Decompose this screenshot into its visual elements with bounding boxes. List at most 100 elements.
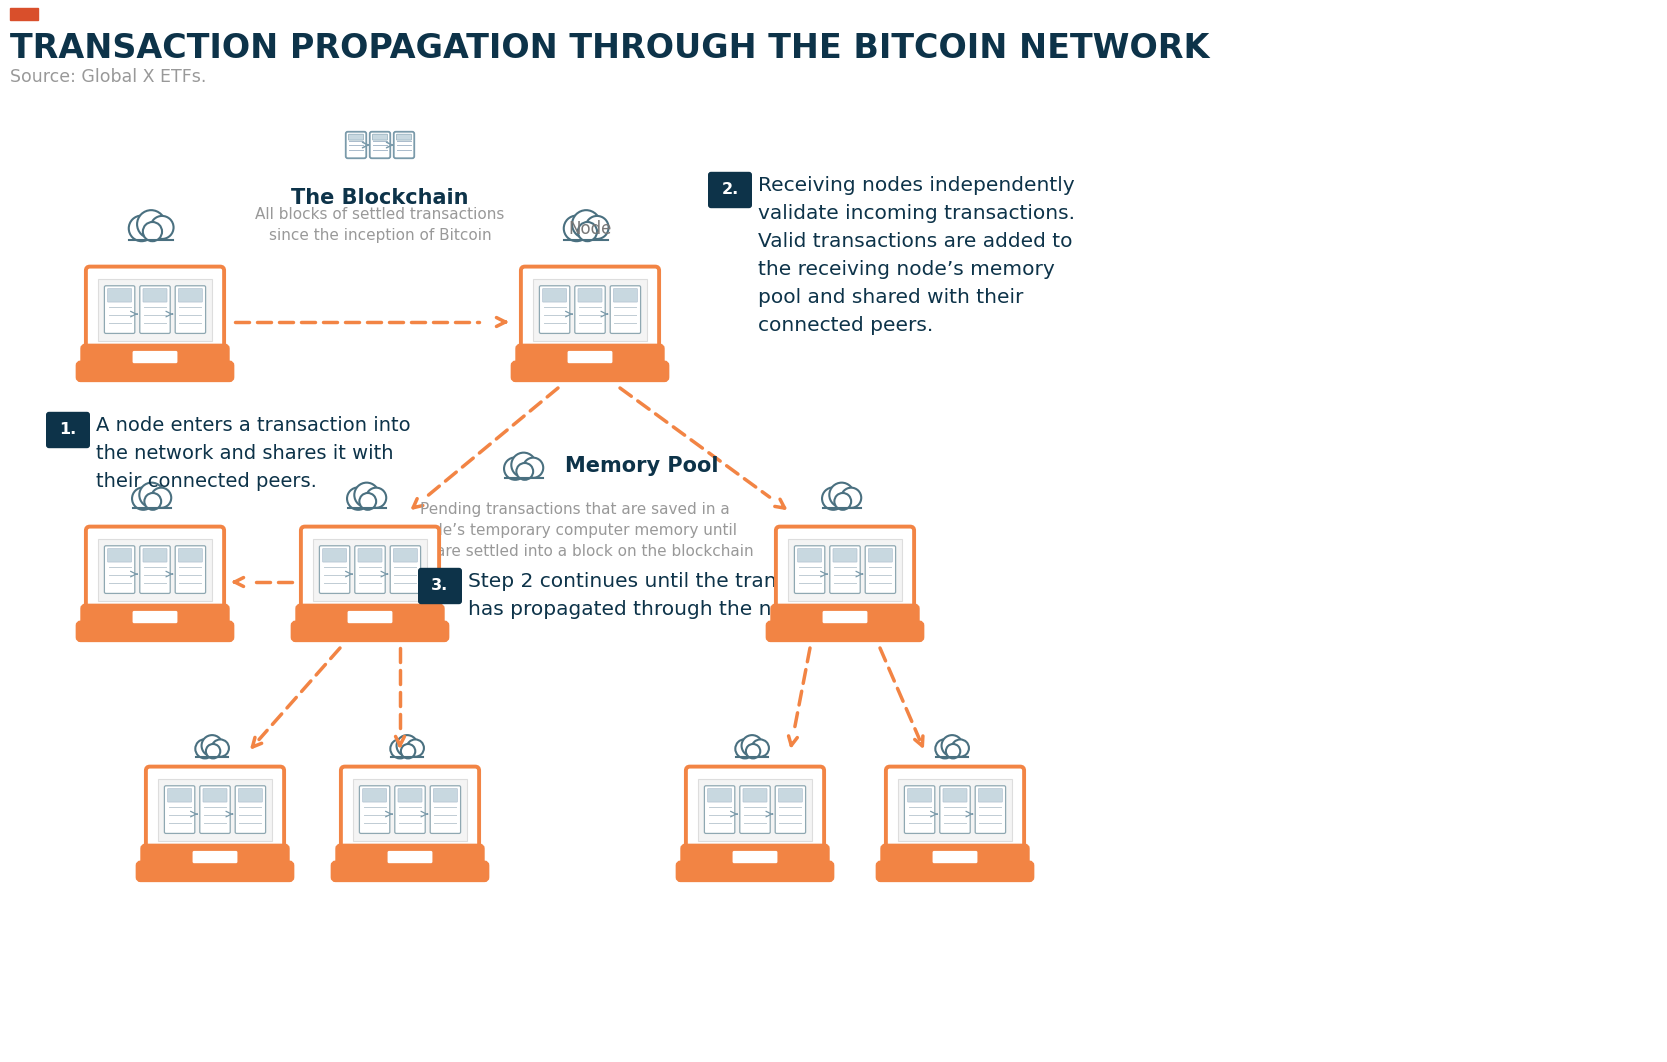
- Circle shape: [822, 487, 845, 510]
- FancyBboxPatch shape: [885, 767, 1024, 853]
- Text: 2.: 2.: [722, 183, 738, 198]
- Circle shape: [842, 487, 862, 508]
- Circle shape: [152, 487, 172, 508]
- FancyBboxPatch shape: [203, 789, 227, 802]
- FancyBboxPatch shape: [105, 286, 135, 333]
- FancyBboxPatch shape: [372, 134, 387, 140]
- FancyBboxPatch shape: [398, 789, 422, 802]
- Text: Source: Global X ETFs.: Source: Global X ETFs.: [10, 68, 207, 86]
- FancyBboxPatch shape: [142, 845, 288, 869]
- Circle shape: [212, 739, 228, 757]
- FancyBboxPatch shape: [778, 789, 802, 802]
- Circle shape: [752, 739, 768, 757]
- FancyBboxPatch shape: [105, 546, 135, 594]
- FancyBboxPatch shape: [98, 278, 212, 341]
- FancyBboxPatch shape: [140, 546, 170, 594]
- FancyBboxPatch shape: [353, 778, 467, 841]
- Circle shape: [563, 216, 590, 241]
- FancyBboxPatch shape: [138, 862, 292, 880]
- FancyBboxPatch shape: [393, 549, 417, 562]
- Text: Memory Pool: Memory Pool: [565, 456, 718, 476]
- FancyBboxPatch shape: [740, 786, 770, 834]
- FancyBboxPatch shape: [193, 851, 237, 863]
- FancyBboxPatch shape: [567, 350, 612, 363]
- FancyBboxPatch shape: [433, 789, 457, 802]
- FancyBboxPatch shape: [133, 350, 177, 363]
- FancyBboxPatch shape: [797, 549, 822, 562]
- FancyBboxPatch shape: [830, 546, 860, 594]
- FancyBboxPatch shape: [795, 546, 825, 594]
- Circle shape: [137, 210, 165, 238]
- FancyBboxPatch shape: [390, 546, 420, 594]
- FancyBboxPatch shape: [865, 546, 895, 594]
- FancyBboxPatch shape: [788, 538, 902, 601]
- Text: TRANSACTION PROPAGATION THROUGH THE BITCOIN NETWORK: TRANSACTION PROPAGATION THROUGH THE BITC…: [10, 32, 1209, 65]
- Circle shape: [745, 744, 760, 758]
- Text: Node: Node: [568, 220, 612, 238]
- FancyBboxPatch shape: [707, 789, 732, 802]
- FancyBboxPatch shape: [578, 289, 602, 302]
- FancyBboxPatch shape: [108, 289, 132, 302]
- FancyBboxPatch shape: [340, 767, 478, 853]
- FancyBboxPatch shape: [47, 412, 90, 448]
- Circle shape: [132, 487, 155, 510]
- FancyBboxPatch shape: [87, 527, 223, 613]
- FancyBboxPatch shape: [358, 549, 382, 562]
- Circle shape: [952, 739, 969, 757]
- Text: 1.: 1.: [60, 423, 77, 438]
- FancyBboxPatch shape: [82, 345, 228, 369]
- Text: All blocks of settled transactions
since the inception of Bitcoin: All blocks of settled transactions since…: [255, 207, 505, 243]
- FancyBboxPatch shape: [348, 134, 363, 140]
- FancyBboxPatch shape: [78, 362, 232, 380]
- FancyBboxPatch shape: [313, 538, 427, 601]
- FancyBboxPatch shape: [944, 789, 967, 802]
- FancyBboxPatch shape: [708, 172, 752, 208]
- FancyBboxPatch shape: [363, 789, 387, 802]
- FancyBboxPatch shape: [323, 549, 347, 562]
- FancyBboxPatch shape: [732, 851, 777, 863]
- FancyBboxPatch shape: [882, 845, 1029, 869]
- FancyBboxPatch shape: [542, 289, 567, 302]
- FancyBboxPatch shape: [613, 289, 637, 302]
- FancyBboxPatch shape: [975, 786, 1005, 834]
- Circle shape: [400, 744, 415, 758]
- FancyBboxPatch shape: [869, 549, 892, 562]
- FancyBboxPatch shape: [540, 286, 570, 333]
- Circle shape: [202, 735, 223, 756]
- FancyBboxPatch shape: [575, 286, 605, 333]
- FancyBboxPatch shape: [877, 862, 1032, 880]
- Circle shape: [145, 493, 162, 510]
- Circle shape: [347, 487, 370, 510]
- FancyBboxPatch shape: [133, 611, 177, 623]
- Circle shape: [578, 222, 597, 241]
- Text: The Blockchain: The Blockchain: [292, 188, 468, 208]
- Text: 3.: 3.: [432, 579, 448, 594]
- FancyBboxPatch shape: [360, 786, 390, 834]
- Circle shape: [407, 739, 423, 757]
- FancyBboxPatch shape: [610, 286, 640, 333]
- FancyBboxPatch shape: [302, 527, 438, 613]
- Circle shape: [503, 458, 527, 480]
- Circle shape: [935, 739, 955, 758]
- FancyBboxPatch shape: [143, 289, 167, 302]
- Bar: [10, 8, 38, 20]
- Circle shape: [835, 493, 852, 510]
- FancyBboxPatch shape: [395, 786, 425, 834]
- FancyBboxPatch shape: [397, 134, 412, 140]
- Circle shape: [828, 482, 854, 508]
- FancyBboxPatch shape: [140, 286, 170, 333]
- FancyBboxPatch shape: [147, 767, 283, 853]
- FancyBboxPatch shape: [175, 286, 205, 333]
- FancyBboxPatch shape: [337, 845, 483, 869]
- FancyBboxPatch shape: [685, 767, 823, 853]
- FancyBboxPatch shape: [297, 605, 443, 629]
- FancyBboxPatch shape: [175, 546, 205, 594]
- FancyBboxPatch shape: [677, 862, 832, 880]
- FancyBboxPatch shape: [512, 362, 667, 380]
- Text: Pending transactions that are saved in a
node’s temporary computer memory until
: Pending transactions that are saved in a…: [397, 502, 753, 559]
- FancyBboxPatch shape: [932, 851, 977, 863]
- FancyBboxPatch shape: [143, 549, 167, 562]
- Circle shape: [523, 458, 543, 478]
- FancyBboxPatch shape: [905, 786, 935, 834]
- Text: Receiving nodes independently
validate incoming transactions.
Valid transactions: Receiving nodes independently validate i…: [758, 176, 1075, 335]
